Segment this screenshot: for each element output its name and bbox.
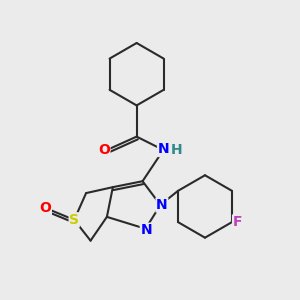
Text: F: F <box>232 215 242 229</box>
Text: N: N <box>140 223 152 237</box>
Text: N: N <box>158 142 169 156</box>
Text: S: S <box>69 213 79 227</box>
Text: N: N <box>156 198 168 212</box>
Text: H: H <box>171 143 183 157</box>
Text: O: O <box>39 201 51 215</box>
Text: O: O <box>98 143 110 157</box>
